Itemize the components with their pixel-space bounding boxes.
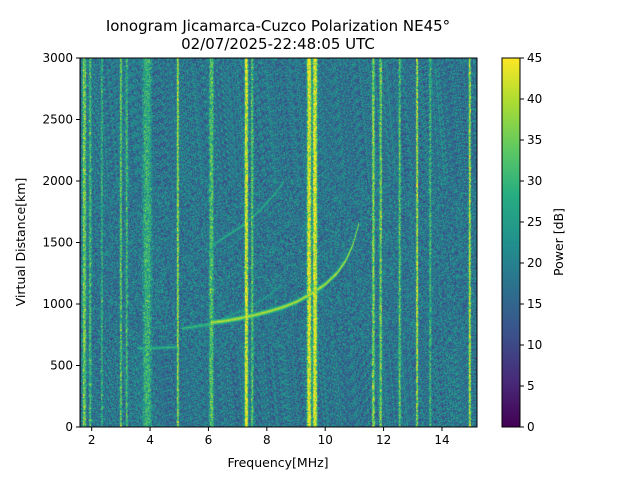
y-tick-label: 500	[50, 359, 73, 373]
y-tick-label: 2000	[42, 174, 73, 188]
chart-subtitle: 02/07/2025-22:48:05 UTC	[181, 35, 375, 53]
heatmap	[80, 58, 477, 427]
y-axis: 0 500 1000 1500 2000 2500 3000	[42, 51, 80, 434]
colorbar	[502, 58, 520, 427]
x-axis: 2 4 6 8 10 12 14	[88, 427, 450, 447]
y-tick-label: 2500	[42, 113, 73, 127]
colorbar-tick-label: 10	[527, 338, 542, 352]
colorbar-tick-label: 45	[527, 51, 542, 65]
x-tick-label: 8	[263, 433, 271, 447]
y-tick-label: 1000	[42, 297, 73, 311]
y-axis-label: Virtual Distance[km]	[13, 178, 28, 307]
colorbar-tick-label: 35	[527, 133, 542, 147]
x-tick-label: 12	[376, 433, 391, 447]
y-tick-label: 1500	[42, 236, 73, 250]
y-tick-label: 3000	[42, 51, 73, 65]
x-tick-label: 4	[146, 433, 154, 447]
heatmap-raster	[80, 58, 477, 427]
colorbar-tick-label: 30	[527, 174, 542, 188]
y-tick-label: 0	[65, 420, 73, 434]
colorbar-tick-label: 25	[527, 215, 542, 229]
colorbar-tick-label: 40	[527, 92, 542, 106]
x-tick-label: 10	[318, 433, 333, 447]
chart-title: Ionogram Jicamarca-Cuzco Polarization NE…	[106, 17, 450, 35]
x-axis-label: Frequency[MHz]	[227, 455, 328, 470]
colorbar-ticks: 0 5 10 15 20 25 30 35 40 45	[520, 51, 542, 434]
colorbar-frame	[501, 57, 521, 428]
colorbar-tick-label: 20	[527, 256, 542, 270]
colorbar-tick-label: 5	[527, 379, 535, 393]
x-tick-label: 14	[434, 433, 449, 447]
colorbar-label: Power [dB]	[551, 208, 566, 276]
colorbar-tick-label: 15	[527, 297, 542, 311]
x-tick-label: 2	[88, 433, 96, 447]
colorbar-tick-label: 0	[527, 420, 535, 434]
x-tick-label: 6	[205, 433, 213, 447]
